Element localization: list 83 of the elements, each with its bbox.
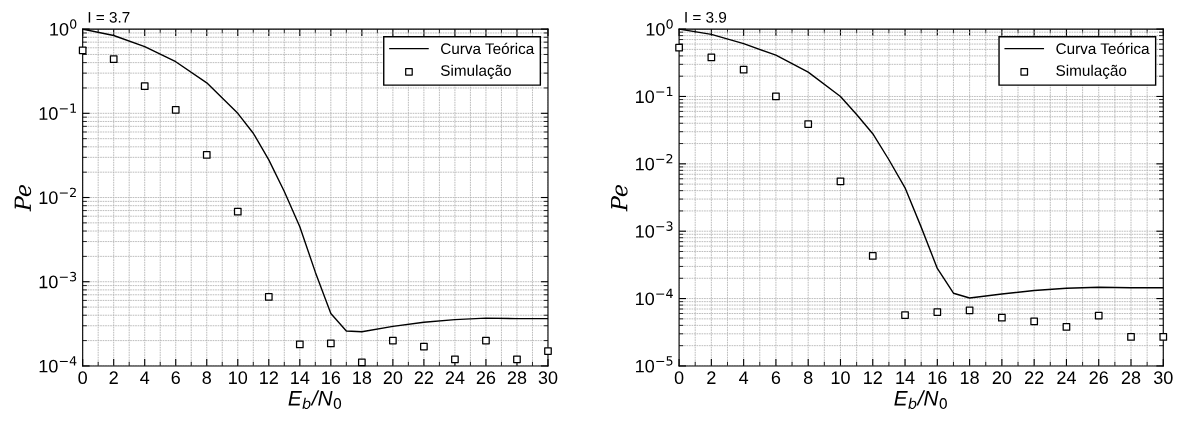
point	[933, 308, 942, 316]
y-tick-label: 10$^{−4}$	[39, 356, 77, 373]
x-tick-label: 10	[229, 371, 248, 385]
x-tick-label: 12	[864, 371, 882, 384]
x-tick-label: 0	[674, 371, 684, 385]
x-tick-label: 20	[992, 371, 1012, 385]
point	[901, 311, 909, 319]
point	[140, 82, 149, 91]
point	[357, 358, 366, 367]
x-tick-label: 16	[322, 371, 341, 385]
point	[171, 105, 180, 114]
point	[836, 177, 845, 186]
point	[739, 65, 748, 74]
x-tick-label: 14	[291, 371, 310, 384]
x-tick-label: 4	[739, 371, 749, 384]
x-tick-label: 12	[260, 371, 278, 384]
point	[772, 92, 780, 101]
y-tick-label: 10$^{−3}$	[39, 271, 77, 289]
x-tick-label: 26	[476, 371, 496, 385]
text: I = 3.7	[88, 11, 130, 23]
x-tick-label: 30	[1153, 371, 1173, 385]
x-tick-label: 2	[109, 371, 118, 384]
point	[482, 336, 490, 345]
x-tick-label: 22	[1025, 371, 1044, 384]
y-tick-label: 10$^{−2}$	[636, 153, 673, 171]
point	[388, 336, 397, 345]
point	[202, 151, 211, 159]
x-tick-label: 24	[445, 371, 465, 384]
y-tick-label: 10$^{0}$	[646, 19, 673, 36]
y-tick-label: 10$^{0}$	[50, 19, 77, 36]
point	[1062, 322, 1071, 331]
x-tick-label: 24	[1057, 371, 1076, 384]
point	[707, 53, 716, 62]
y-axis-title: Pe	[611, 184, 628, 212]
x-tick-label: 18	[353, 371, 372, 385]
point	[326, 339, 335, 348]
point	[804, 120, 813, 128]
x-tick-label: 8	[803, 371, 813, 385]
x-tick-label: 10	[831, 371, 850, 385]
x-tick-label: 28	[1121, 371, 1141, 385]
text: I = 3.9	[685, 11, 727, 23]
x-tick-label: 8	[202, 371, 211, 385]
x-tick-label: 30	[538, 371, 558, 385]
x-tick-label: 0	[78, 371, 87, 385]
point	[420, 342, 428, 351]
x-tick-label: 16	[928, 371, 947, 385]
point	[233, 207, 242, 216]
point	[997, 313, 1006, 322]
point	[109, 55, 118, 64]
x-tick-label: 22	[414, 371, 434, 384]
point	[295, 340, 304, 349]
x-tick-label: 6	[171, 371, 180, 385]
y-tick-label: 10$^{−3}$	[636, 221, 673, 238]
point	[544, 347, 552, 355]
y-axis-title: Pe	[14, 184, 32, 212]
y-tick-label: 10$^{−1}$	[636, 86, 673, 104]
x-tick-label: 14	[896, 371, 915, 384]
point	[78, 46, 87, 55]
y-tick-label: 10$^{−1}$	[39, 103, 76, 120]
point	[965, 306, 974, 315]
x-axis-title: E$_{b}$/N$_{0}$	[894, 390, 947, 410]
legend-label: Curva Teórica	[1056, 42, 1150, 55]
y-tick-label: 10$^{−2}$	[39, 187, 76, 205]
y-tick-label: 10$^{−4}$	[636, 288, 673, 306]
legend-label: Curva Teórica	[441, 42, 535, 55]
point	[1094, 311, 1103, 320]
point	[1127, 332, 1135, 341]
legend-label: Simulação	[440, 64, 511, 80]
x-tick-label: 28	[507, 371, 527, 385]
point	[1030, 317, 1039, 326]
point	[868, 252, 877, 260]
x-axis-title: E$_{b}$/N$_{0}$	[288, 390, 342, 410]
y-tick-label: 10$^{−5}$	[636, 356, 673, 373]
legend-label: Simulação	[1056, 64, 1127, 80]
point	[264, 293, 273, 301]
x-tick-label: 4	[140, 371, 150, 384]
point	[675, 43, 683, 52]
x-tick-label: 2	[707, 371, 716, 384]
x-tick-label: 6	[771, 371, 781, 385]
x-tick-label: 20	[383, 371, 403, 385]
x-tick-label: 26	[1089, 371, 1108, 385]
point	[1159, 332, 1168, 341]
x-tick-label: 18	[960, 371, 979, 385]
